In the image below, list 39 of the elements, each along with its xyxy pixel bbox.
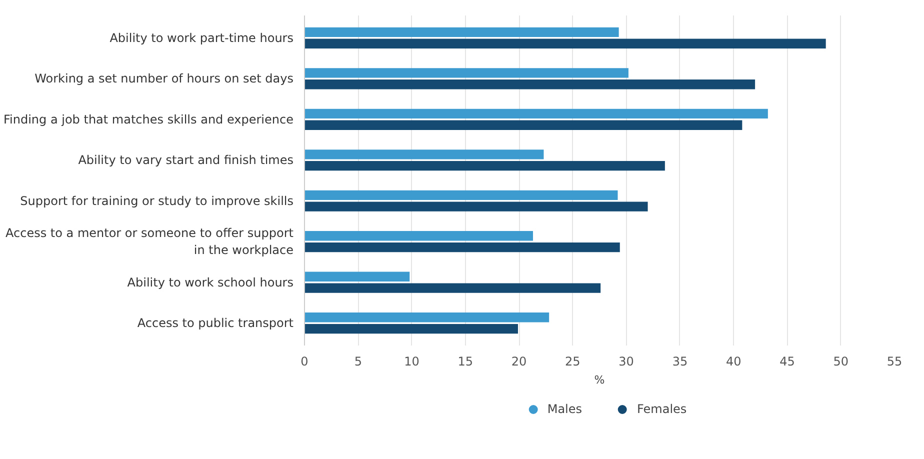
legend-label: Males [547, 402, 582, 416]
x-tick-label: 40 [726, 354, 742, 368]
bar [304, 202, 648, 212]
y-tick-label: Support for training or study to improve skills [20, 194, 294, 208]
y-tick-label: Working a set number of hours on set days [34, 72, 294, 86]
y-tick-label: Access to public transport [137, 316, 294, 330]
y-tick-label: Finding a job that matches skills and experience [4, 112, 294, 126]
x-tick-label: 25 [565, 354, 580, 368]
bar [304, 150, 544, 160]
legend-label: Females [637, 402, 687, 416]
bar [304, 272, 410, 282]
x-tick-label: 55 [886, 354, 902, 368]
x-tick-label: 20 [511, 354, 527, 368]
bar [304, 108, 768, 119]
x-tick-label: 10 [404, 354, 420, 368]
y-tick-label: Ability to vary start and finish times [78, 153, 294, 168]
bar [304, 324, 518, 334]
y-tick-label: Access to a mentor or someone to offer support in the workplace [6, 226, 294, 258]
bar [304, 120, 742, 130]
x-tick-label: 5 [354, 354, 362, 368]
bar [304, 27, 619, 38]
bar [304, 38, 826, 48]
x-tick-label: 30 [618, 354, 634, 368]
bar [304, 68, 628, 78]
x-tick-label: 0 [300, 354, 308, 368]
bar [304, 160, 665, 171]
bar [304, 190, 618, 200]
y-tick-label: Ability to work school hours [127, 275, 294, 290]
bar [304, 231, 533, 241]
bar [304, 312, 550, 322]
x-axis-title: % [594, 374, 605, 386]
bar [304, 283, 601, 293]
bar [304, 80, 756, 90]
x-tick-label: 45 [780, 354, 795, 368]
y-tick-label: Ability to work part-time hours [110, 30, 294, 45]
bar [304, 242, 620, 252]
x-tick-label: 50 [833, 354, 849, 368]
x-tick-label: 15 [458, 354, 474, 368]
x-tick-label: 35 [672, 354, 688, 368]
